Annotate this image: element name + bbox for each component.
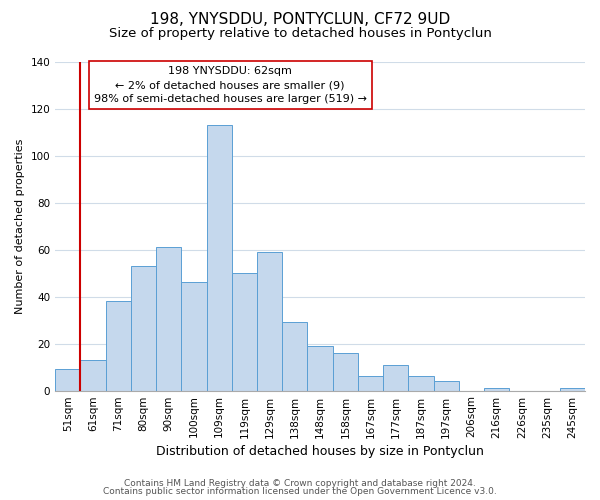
Y-axis label: Number of detached properties: Number of detached properties <box>15 138 25 314</box>
Bar <box>206 125 232 390</box>
Bar <box>282 322 307 390</box>
Bar <box>80 360 106 390</box>
Bar <box>560 388 585 390</box>
Bar <box>307 346 332 391</box>
Bar <box>409 376 434 390</box>
Bar <box>106 302 131 390</box>
Bar <box>131 266 156 390</box>
Text: Size of property relative to detached houses in Pontyclun: Size of property relative to detached ho… <box>109 28 491 40</box>
Bar <box>358 376 383 390</box>
Bar <box>232 273 257 390</box>
Bar <box>484 388 509 390</box>
Text: Contains HM Land Registry data © Crown copyright and database right 2024.: Contains HM Land Registry data © Crown c… <box>124 478 476 488</box>
Bar <box>434 381 459 390</box>
Bar <box>181 282 206 391</box>
Text: 198, YNYSDDU, PONTYCLUN, CF72 9UD: 198, YNYSDDU, PONTYCLUN, CF72 9UD <box>150 12 450 28</box>
Bar <box>383 364 409 390</box>
Text: 198 YNYSDDU: 62sqm
← 2% of detached houses are smaller (9)
98% of semi-detached : 198 YNYSDDU: 62sqm ← 2% of detached hous… <box>94 66 367 104</box>
Bar <box>156 247 181 390</box>
Bar <box>55 370 80 390</box>
Text: Contains public sector information licensed under the Open Government Licence v3: Contains public sector information licen… <box>103 487 497 496</box>
X-axis label: Distribution of detached houses by size in Pontyclun: Distribution of detached houses by size … <box>156 444 484 458</box>
Bar <box>257 252 282 390</box>
Bar <box>332 353 358 391</box>
